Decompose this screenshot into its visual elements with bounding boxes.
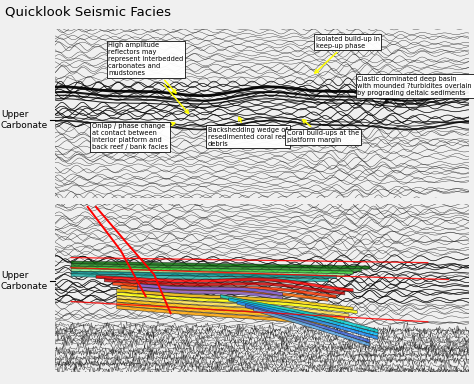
Polygon shape: [228, 298, 378, 336]
Polygon shape: [117, 292, 357, 314]
Text: Clastic dominated deep basin
with mounded ?turbidites overlain
by prograding del: Clastic dominated deep basin with mounde…: [357, 76, 472, 101]
Polygon shape: [71, 274, 328, 282]
Polygon shape: [71, 263, 361, 271]
Text: Backshedding wedge of
resedimented coral reef
debris: Backshedding wedge of resedimented coral…: [208, 118, 288, 147]
Polygon shape: [117, 306, 337, 327]
Text: Coral build-ups at the
platform margin: Coral build-ups at the platform margin: [287, 119, 359, 143]
Polygon shape: [117, 296, 349, 317]
Polygon shape: [237, 301, 378, 339]
Polygon shape: [71, 261, 370, 269]
Polygon shape: [71, 271, 337, 278]
Polygon shape: [117, 302, 341, 324]
Polygon shape: [117, 299, 345, 320]
Polygon shape: [137, 284, 283, 296]
Polygon shape: [71, 266, 353, 274]
Polygon shape: [220, 295, 378, 333]
Text: Isolated build-up in
keep-up phase: Isolated build-up in keep-up phase: [315, 36, 380, 73]
Text: Upper
Carbonate: Upper Carbonate: [1, 110, 48, 130]
Polygon shape: [113, 282, 337, 298]
Text: Upper
Carbonate: Upper Carbonate: [1, 271, 48, 291]
Text: Onlap / phase change
at contact between
interior platform and
back reef / bank f: Onlap / phase change at contact between …: [92, 122, 174, 151]
Polygon shape: [71, 268, 345, 277]
Polygon shape: [254, 308, 370, 346]
Text: Quicklook Seismic Facies: Quicklook Seismic Facies: [5, 6, 171, 19]
Polygon shape: [121, 285, 328, 301]
Polygon shape: [246, 305, 370, 343]
Polygon shape: [137, 290, 274, 303]
Text: High amplitude
reflectors may
represent interbedded
carbonates and
mudstones: High amplitude reflectors may represent …: [109, 42, 184, 93]
Polygon shape: [104, 279, 345, 295]
Polygon shape: [117, 289, 353, 310]
Polygon shape: [137, 287, 283, 300]
Polygon shape: [96, 275, 353, 292]
